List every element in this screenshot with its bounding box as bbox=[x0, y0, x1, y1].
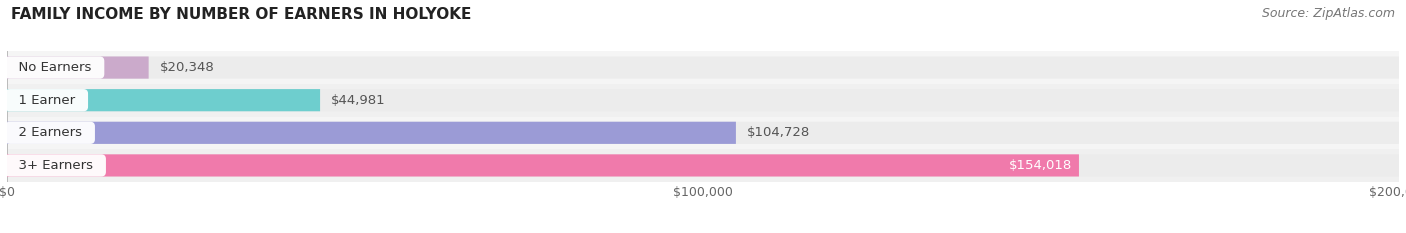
Text: $20,348: $20,348 bbox=[160, 61, 215, 74]
Text: $154,018: $154,018 bbox=[1008, 159, 1071, 172]
Text: Source: ZipAtlas.com: Source: ZipAtlas.com bbox=[1261, 7, 1395, 20]
Bar bbox=[7, 149, 1399, 182]
Bar bbox=[7, 51, 1399, 84]
Text: No Earners: No Earners bbox=[10, 61, 100, 74]
FancyBboxPatch shape bbox=[7, 154, 1399, 177]
FancyBboxPatch shape bbox=[7, 89, 321, 111]
Text: $44,981: $44,981 bbox=[332, 94, 385, 107]
FancyBboxPatch shape bbox=[7, 89, 1399, 111]
Text: 1 Earner: 1 Earner bbox=[10, 94, 83, 107]
Bar bbox=[7, 84, 1399, 116]
FancyBboxPatch shape bbox=[7, 56, 1399, 79]
FancyBboxPatch shape bbox=[7, 56, 149, 79]
Text: FAMILY INCOME BY NUMBER OF EARNERS IN HOLYOKE: FAMILY INCOME BY NUMBER OF EARNERS IN HO… bbox=[11, 7, 471, 22]
Text: $104,728: $104,728 bbox=[747, 126, 810, 139]
Bar bbox=[7, 116, 1399, 149]
Text: 3+ Earners: 3+ Earners bbox=[10, 159, 101, 172]
FancyBboxPatch shape bbox=[7, 154, 1078, 177]
FancyBboxPatch shape bbox=[7, 122, 1399, 144]
FancyBboxPatch shape bbox=[7, 122, 735, 144]
Text: 2 Earners: 2 Earners bbox=[10, 126, 90, 139]
